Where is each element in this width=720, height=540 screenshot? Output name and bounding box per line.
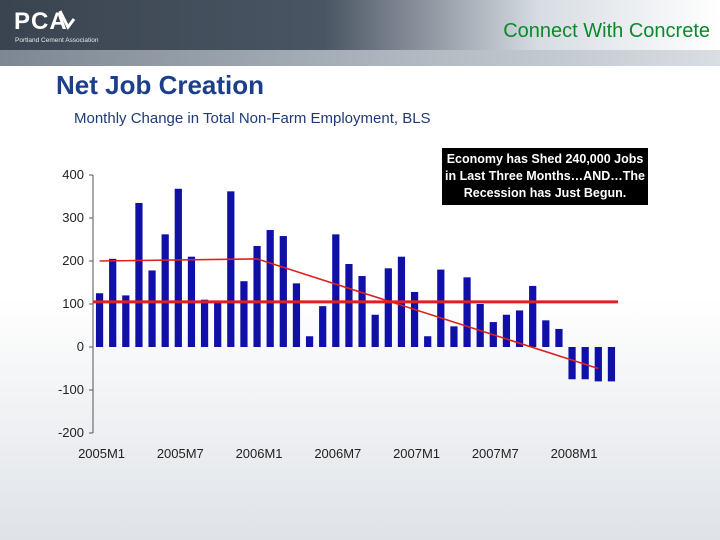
bar-2005M6 bbox=[161, 234, 169, 347]
header-bar: PCA Portland Cement Association Connect … bbox=[0, 0, 720, 50]
y-tick-label: 0 bbox=[77, 339, 84, 354]
bar-2007M2 bbox=[424, 336, 432, 347]
bar-2006M1 bbox=[253, 245, 261, 347]
bar-2007M10 bbox=[529, 285, 537, 347]
y-tick-label: -200 bbox=[58, 425, 84, 440]
bar-2008M1 bbox=[568, 347, 576, 380]
svg-text:PCA: PCA bbox=[14, 8, 68, 35]
x-tick-label: 2005M1 bbox=[78, 446, 125, 461]
pca-logo: PCA Portland Cement Association bbox=[14, 8, 99, 44]
x-tick-label: 2006M7 bbox=[314, 446, 361, 461]
bar-2006M9 bbox=[358, 276, 366, 347]
x-tick-label: 2008M1 bbox=[551, 446, 598, 461]
bar-2005M12 bbox=[240, 281, 248, 347]
bar-2005M4 bbox=[135, 202, 143, 347]
y-tick-label: 200 bbox=[62, 253, 84, 268]
x-tick-label: 2006M1 bbox=[236, 446, 283, 461]
bar-2007M11 bbox=[542, 320, 550, 347]
bar-2006M4 bbox=[292, 283, 301, 347]
svg-text:Portland Cement Association: Portland Cement Association bbox=[15, 37, 99, 44]
y-tick-label: -100 bbox=[58, 382, 84, 397]
bar-2008M4 bbox=[607, 347, 616, 382]
bar-2005M10 bbox=[214, 301, 222, 347]
bar-2006M7 bbox=[332, 234, 340, 347]
slide-title: Net Job Creation bbox=[56, 70, 265, 100]
bar-2006M10 bbox=[371, 314, 379, 347]
bar-2007M12 bbox=[555, 328, 563, 347]
bar-2006M3 bbox=[279, 236, 287, 347]
bar-2006M11 bbox=[384, 268, 392, 347]
y-tick-label: 100 bbox=[62, 296, 84, 311]
x-tick-label: 2005M7 bbox=[157, 446, 204, 461]
bar-series bbox=[95, 188, 616, 382]
bar-2005M9 bbox=[200, 299, 209, 347]
bar-2006M5 bbox=[305, 336, 314, 347]
bar-2007M8 bbox=[502, 314, 511, 347]
bar-2005M7 bbox=[174, 188, 182, 347]
chart-subtitle: Monthly Change in Total Non-Farm Employm… bbox=[74, 110, 431, 127]
bar-2008M3 bbox=[594, 347, 602, 382]
trend-line bbox=[99, 258, 599, 370]
bar-2005M11 bbox=[227, 191, 235, 347]
x-tick-label: 2007M7 bbox=[472, 446, 519, 461]
callout-box: Economy has Shed 240,000 Jobs in Last Th… bbox=[442, 148, 648, 205]
y-tick-label: 300 bbox=[62, 210, 84, 225]
bar-2006M2 bbox=[266, 230, 274, 347]
logo-swoosh-icon bbox=[58, 10, 76, 30]
x-tick-label: 2007M1 bbox=[393, 446, 440, 461]
bar-2005M5 bbox=[148, 270, 156, 347]
bar-2008M2 bbox=[581, 347, 589, 380]
overlay-lines bbox=[93, 258, 618, 370]
bar-2007M6 bbox=[476, 304, 484, 347]
bar-2006M8 bbox=[345, 264, 353, 347]
bar-2005M1 bbox=[95, 293, 104, 347]
y-axis: 400 300 200 100 0 -100 -200 bbox=[58, 167, 94, 440]
bar-2007M3 bbox=[437, 269, 445, 347]
bar-2007M5 bbox=[463, 277, 471, 347]
y-tick-label: 400 bbox=[62, 167, 84, 182]
header-band bbox=[0, 50, 720, 66]
bar-2005M3 bbox=[122, 295, 130, 347]
bar-2007M9 bbox=[515, 310, 524, 347]
bar-2006M6 bbox=[319, 306, 327, 347]
bar-2007M4 bbox=[450, 326, 458, 347]
x-axis: 2005M1 2005M7 2006M1 2006M7 2007M1 2007M7 2008… bbox=[78, 446, 597, 461]
tagline: Connect With Concrete bbox=[503, 20, 710, 42]
bar-2007M1 bbox=[410, 291, 419, 347]
